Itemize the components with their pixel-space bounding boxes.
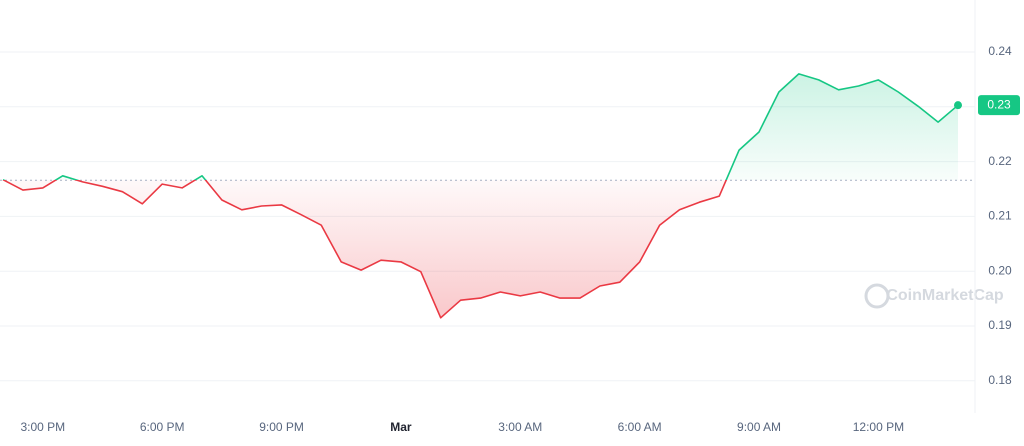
watermark: CoinMarketCap	[886, 287, 1004, 304]
last-point	[954, 101, 962, 110]
x-tick-label: 9:00 AM	[737, 420, 781, 434]
y-tick-label: 0.22	[988, 154, 1012, 168]
y-tick-label: 0.24	[988, 44, 1012, 58]
x-tick-label: 6:00 PM	[140, 420, 185, 434]
x-tick-label: 12:00 PM	[853, 420, 904, 434]
x-tick-label: 9:00 PM	[259, 420, 304, 434]
price-badge	[978, 95, 1020, 116]
area-fill	[3, 73, 958, 318]
watermark-logo	[864, 283, 890, 309]
y-tick-label: 0.21	[988, 209, 1012, 223]
x-tick-label: 3:00 AM	[498, 420, 542, 434]
x-tick-label: 6:00 AM	[618, 420, 662, 434]
y-tick-label: 0.20	[988, 263, 1012, 277]
price-label: 0.23	[987, 97, 1011, 111]
y-tick-label: 0.18	[988, 373, 1012, 387]
x-tick-label: Mar	[390, 420, 412, 434]
x-tick-label: 3:00 PM	[20, 420, 65, 434]
y-tick-label: 0.19	[988, 318, 1012, 332]
price-line	[2, 73, 959, 319]
